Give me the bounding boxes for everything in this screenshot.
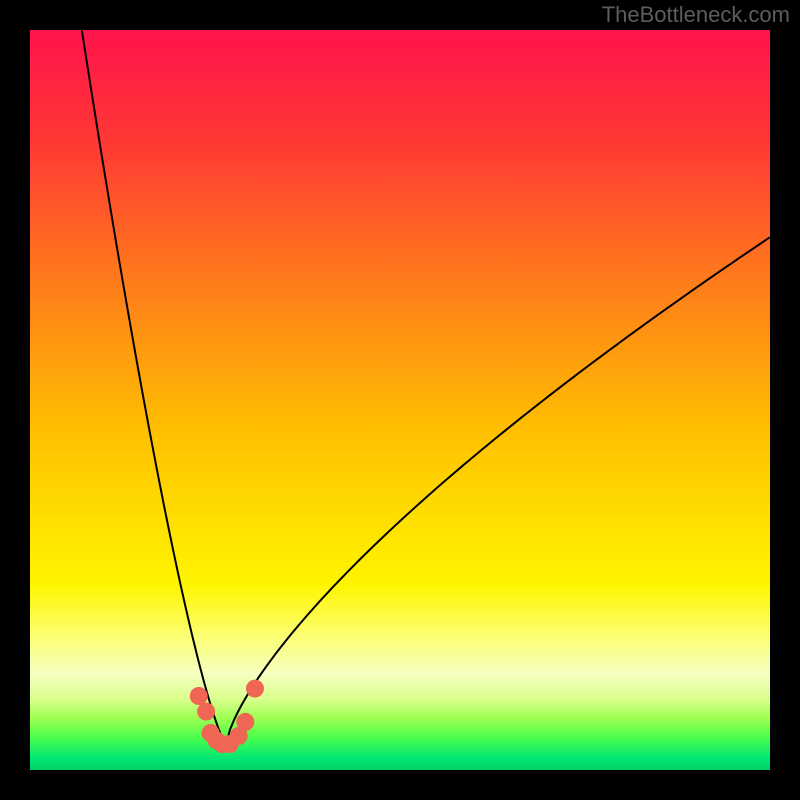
scatter-point [236,713,254,731]
watermark-text: TheBottleneck.com [602,2,790,28]
plot-background [30,30,770,770]
chart-container: TheBottleneck.com [0,0,800,800]
scatter-point [190,687,208,705]
bottleneck-chart [0,0,800,800]
scatter-point [246,680,264,698]
scatter-point [197,703,215,721]
